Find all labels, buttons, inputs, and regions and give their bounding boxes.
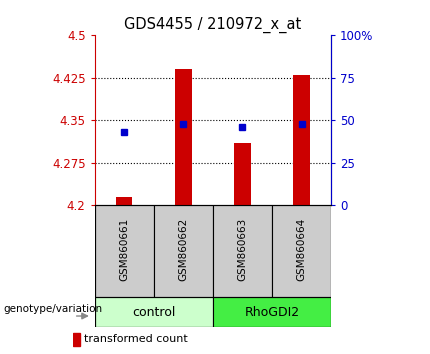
Text: transformed count: transformed count	[84, 335, 188, 344]
Bar	[293, 75, 310, 205]
Text: GSM860664: GSM860664	[297, 218, 307, 281]
Bar	[213, 205, 272, 297]
Bar	[272, 205, 331, 297]
Bar	[116, 197, 132, 205]
Text: RhoGDI2: RhoGDI2	[244, 306, 300, 319]
Bar	[73, 333, 80, 346]
Text: GSM860661: GSM860661	[119, 218, 129, 281]
Text: GSM860662: GSM860662	[178, 218, 188, 281]
Title: GDS4455 / 210972_x_at: GDS4455 / 210972_x_at	[124, 16, 301, 33]
Text: GSM860663: GSM860663	[237, 218, 247, 281]
Text: genotype/variation: genotype/variation	[4, 304, 103, 314]
Bar	[175, 69, 192, 205]
Bar	[213, 297, 331, 327]
Bar	[154, 205, 213, 297]
Bar	[234, 143, 251, 205]
Bar	[95, 297, 213, 327]
Text: control: control	[132, 306, 175, 319]
Bar	[95, 205, 154, 297]
